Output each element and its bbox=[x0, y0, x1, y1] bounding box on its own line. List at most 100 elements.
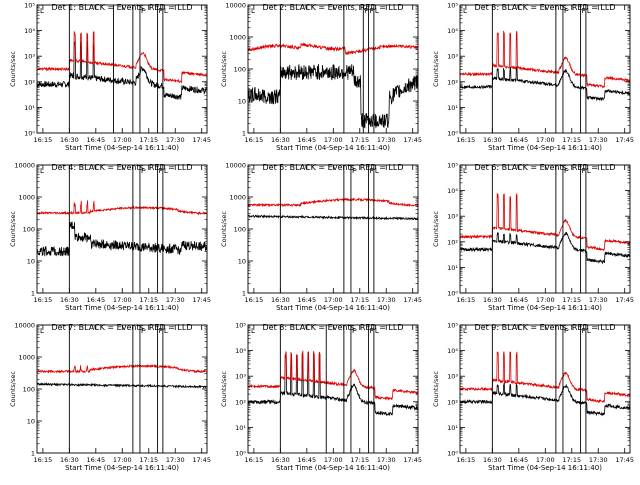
event-marker: F bbox=[564, 7, 568, 15]
y-tick-label: 10⁵ bbox=[235, 322, 246, 330]
series-line-events bbox=[460, 66, 630, 102]
series-line-events bbox=[248, 64, 418, 129]
y-tick-label: 100 bbox=[234, 226, 246, 234]
plot-frame bbox=[36, 164, 208, 294]
y-axis-label: Counts/sec bbox=[432, 211, 440, 247]
x-tick-label: 17:45 bbox=[615, 136, 634, 144]
event-marker: F bbox=[370, 327, 374, 335]
x-tick-label: 17:45 bbox=[192, 456, 211, 464]
x-tick-label: 16:30 bbox=[483, 136, 502, 144]
x-tick-label: 16:15 bbox=[245, 136, 264, 144]
event-marker: L bbox=[40, 7, 44, 15]
event-marker: F bbox=[582, 7, 586, 15]
event-marker: L bbox=[463, 327, 467, 335]
plot-frame bbox=[459, 164, 631, 294]
x-tick-label: 17:45 bbox=[192, 296, 211, 304]
x-tick-label: 16:30 bbox=[271, 296, 290, 304]
x-tick-label: 17:30 bbox=[377, 296, 396, 304]
event-marker: F bbox=[159, 327, 163, 335]
event-marker: L bbox=[375, 327, 379, 335]
x-tick-label: 16:15 bbox=[34, 296, 53, 304]
event-marker: F bbox=[582, 327, 586, 335]
event-marker: F bbox=[141, 7, 145, 15]
x-tick-label: 16:30 bbox=[483, 296, 502, 304]
y-tick-label: 10² bbox=[24, 78, 35, 86]
y-tick-label: 10⁴ bbox=[24, 27, 35, 35]
series-line-lld bbox=[248, 350, 418, 401]
y-axis-label: Counts/sec bbox=[220, 371, 228, 407]
y-tick-label: 10³ bbox=[447, 213, 458, 221]
x-tick-label: 16:30 bbox=[271, 456, 290, 464]
x-tick-label: 17:45 bbox=[403, 456, 422, 464]
x-tick-label: 17:15 bbox=[562, 296, 581, 304]
x-tick-label: 17:45 bbox=[403, 296, 422, 304]
event-marker: L bbox=[375, 167, 379, 175]
event-marker: F bbox=[141, 327, 145, 335]
x-tick-label: 17:15 bbox=[350, 136, 369, 144]
x-tick-label: 17:45 bbox=[615, 456, 634, 464]
x-tick-label: 17:15 bbox=[139, 296, 158, 304]
series-line-lld bbox=[248, 197, 418, 208]
event-marker: L bbox=[587, 327, 591, 335]
series-line-events bbox=[37, 40, 207, 100]
x-axis-label: Start Time (04-Sep-14 16:11:40) bbox=[276, 464, 390, 472]
y-tick-label: 10² bbox=[235, 398, 246, 406]
x-tick-label: 17:00 bbox=[536, 456, 555, 464]
x-tick-label: 17:00 bbox=[113, 296, 132, 304]
y-axis-label: Counts/sec bbox=[9, 371, 17, 407]
x-axis-label: Start Time (04-Sep-14 16:11:40) bbox=[488, 304, 602, 312]
x-tick-label: 16:15 bbox=[457, 136, 476, 144]
y-tick-label: 1000 bbox=[229, 194, 246, 202]
y-tick-label: 100 bbox=[23, 226, 35, 234]
x-tick-label: 17:00 bbox=[324, 456, 343, 464]
event-marker: F bbox=[159, 167, 163, 175]
x-tick-label: 17:30 bbox=[166, 136, 185, 144]
event-marker: L bbox=[463, 7, 467, 15]
x-axis-label: Start Time (04-Sep-14 16:11:40) bbox=[65, 144, 179, 152]
x-tick-label: 16:30 bbox=[60, 296, 79, 304]
x-tick-label: 16:30 bbox=[60, 456, 79, 464]
event-marker: L bbox=[164, 7, 168, 15]
x-axis-label: Start Time (04-Sep-14 16:11:40) bbox=[276, 304, 390, 312]
event-marker: L bbox=[40, 167, 44, 175]
y-tick-label: 10⁴ bbox=[447, 27, 458, 35]
x-tick-label: 16:45 bbox=[297, 136, 316, 144]
x-tick-label: 16:15 bbox=[457, 296, 476, 304]
x-tick-label: 17:15 bbox=[562, 456, 581, 464]
y-tick-label: 1000 bbox=[229, 34, 246, 42]
y-tick-label: 10⁰ bbox=[447, 450, 458, 458]
x-tick-label: 17:15 bbox=[350, 456, 369, 464]
x-axis-label: Start Time (04-Sep-14 16:11:40) bbox=[276, 144, 390, 152]
event-marker: L bbox=[587, 7, 591, 15]
event-marker: F bbox=[141, 167, 145, 175]
x-tick-label: 17:30 bbox=[589, 296, 608, 304]
event-marker: F bbox=[159, 7, 163, 15]
y-tick-label: 10 bbox=[238, 98, 246, 106]
y-tick-label: 10¹ bbox=[24, 104, 35, 112]
x-axis-label: Start Time (04-Sep-14 16:11:40) bbox=[65, 464, 179, 472]
series-line-events bbox=[248, 214, 418, 221]
x-tick-label: 17:00 bbox=[536, 136, 555, 144]
x-tick-label: 17:45 bbox=[192, 136, 211, 144]
y-tick-label: 10⁴ bbox=[447, 187, 458, 195]
x-tick-label: 17:00 bbox=[324, 296, 343, 304]
y-tick-label: 10¹ bbox=[235, 424, 246, 432]
x-tick-label: 16:30 bbox=[271, 136, 290, 144]
y-axis-label: Counts/sec bbox=[220, 51, 228, 87]
y-tick-label: 10⁰ bbox=[235, 450, 246, 458]
y-tick-label: 10¹ bbox=[447, 424, 458, 432]
event-marker: F bbox=[564, 167, 568, 175]
y-axis-label: Counts/sec bbox=[432, 371, 440, 407]
event-marker: L bbox=[463, 167, 467, 175]
x-axis-label: Start Time (04-Sep-14 16:11:40) bbox=[488, 144, 602, 152]
y-axis-label: Counts/sec bbox=[9, 211, 17, 247]
event-marker: L bbox=[587, 167, 591, 175]
